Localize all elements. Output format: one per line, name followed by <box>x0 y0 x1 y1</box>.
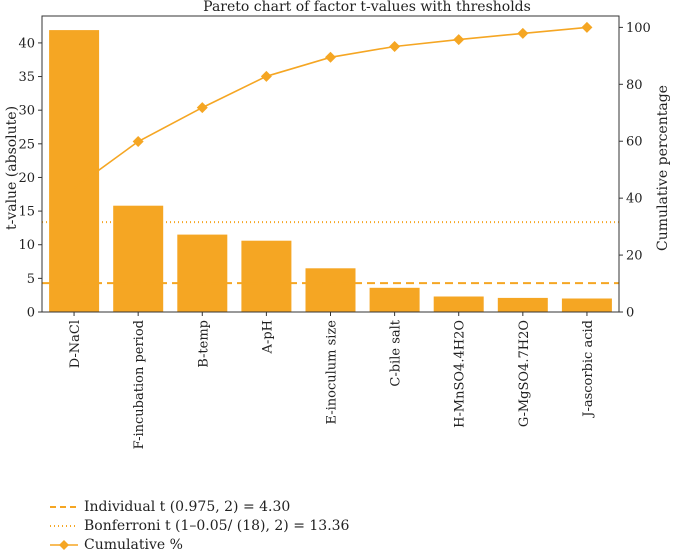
y-tick-label: 5 <box>27 272 35 287</box>
y2-tick-label: 100 <box>626 21 651 36</box>
y-tick-label: 25 <box>18 137 35 152</box>
bar-5 <box>305 268 356 312</box>
x-tick-label: D-NaCl <box>68 320 83 368</box>
legend-item-cumulative: Cumulative % <box>50 535 349 554</box>
y2-tick-label: 80 <box>626 78 643 93</box>
dotted-line-swatch-icon <box>50 524 78 527</box>
cumulative-marker-5 <box>325 51 336 63</box>
bar-8 <box>497 297 548 312</box>
y-tick-label: 15 <box>18 205 35 220</box>
y-tick-label: 40 <box>18 36 35 51</box>
bar-7 <box>433 296 484 312</box>
legend: Individual t (0.975, 2) = 4.30 Bonferron… <box>50 497 349 554</box>
axes-group: 0 5 10 15 20 25 30 35 40 0 20 40 60 80 100 D-NaCl F-incu… <box>18 15 651 449</box>
threshold-lines <box>42 221 619 285</box>
dashed-line-swatch-icon <box>50 505 78 508</box>
y-tick-label: 20 <box>18 171 35 186</box>
y-tick-label: 0 <box>27 306 35 321</box>
y-tick-label: 30 <box>18 104 35 119</box>
diamond-line-swatch-icon <box>50 539 78 550</box>
cumulative-marker-7 <box>453 34 465 46</box>
y2-tick-label: 40 <box>626 192 643 207</box>
x-tick-label: F-incubation period <box>132 320 147 449</box>
bar-6 <box>369 287 420 312</box>
y2-tick-label: 20 <box>626 249 643 264</box>
legend-item-bonferroni: Bonferroni t (1–0.05/ (18), 2) = 13.36 <box>50 516 349 535</box>
chart-title: Pareto chart of factor t-values with thr… <box>203 0 531 15</box>
y-tick-label: 35 <box>18 70 35 85</box>
cumulative-line-group <box>73 21 593 189</box>
x-tick-label: A-pH <box>260 320 275 354</box>
y-tick-label: 10 <box>18 238 35 253</box>
cumulative-marker-4 <box>260 70 272 82</box>
bar-3 <box>177 234 228 312</box>
bar-4 <box>241 240 292 312</box>
legend-item-individual: Individual t (0.975, 2) = 4.30 <box>50 497 349 516</box>
bar-1 <box>49 30 100 312</box>
cumulative-marker-3 <box>196 102 208 114</box>
y-axis-title: t-value (absolute) <box>4 106 20 230</box>
legend-label-cumulative: Cumulative % <box>84 536 183 553</box>
cumulative-marker-8 <box>517 27 529 39</box>
x-tick-label: H-MnSO4.4H2O <box>453 320 468 428</box>
y2-tick-label: 60 <box>626 135 643 150</box>
cumulative-marker-2 <box>132 136 144 148</box>
x-tick-label: C-bile salt <box>389 319 404 386</box>
x-tick-label: G-MgSO4.7H2O <box>517 320 532 427</box>
bars-group <box>49 30 612 312</box>
cumulative-marker-9 <box>581 21 593 33</box>
x-tick-label: J-ascorbic acid <box>581 320 596 419</box>
x-tick-label: E-inoculum size <box>325 320 340 425</box>
legend-label-bonferroni: Bonferroni t (1–0.05/ (18), 2) = 13.36 <box>84 517 350 534</box>
bar-2 <box>113 205 164 312</box>
x-tick-label: B-temp <box>196 320 211 368</box>
y2-tick-label: 0 <box>626 306 634 321</box>
legend-label-individual: Individual t (0.975, 2) = 4.30 <box>84 498 291 515</box>
cumulative-marker-6 <box>389 40 401 52</box>
y2-axis-title: Cumulative percentage <box>655 85 671 251</box>
bar-9 <box>561 298 612 312</box>
